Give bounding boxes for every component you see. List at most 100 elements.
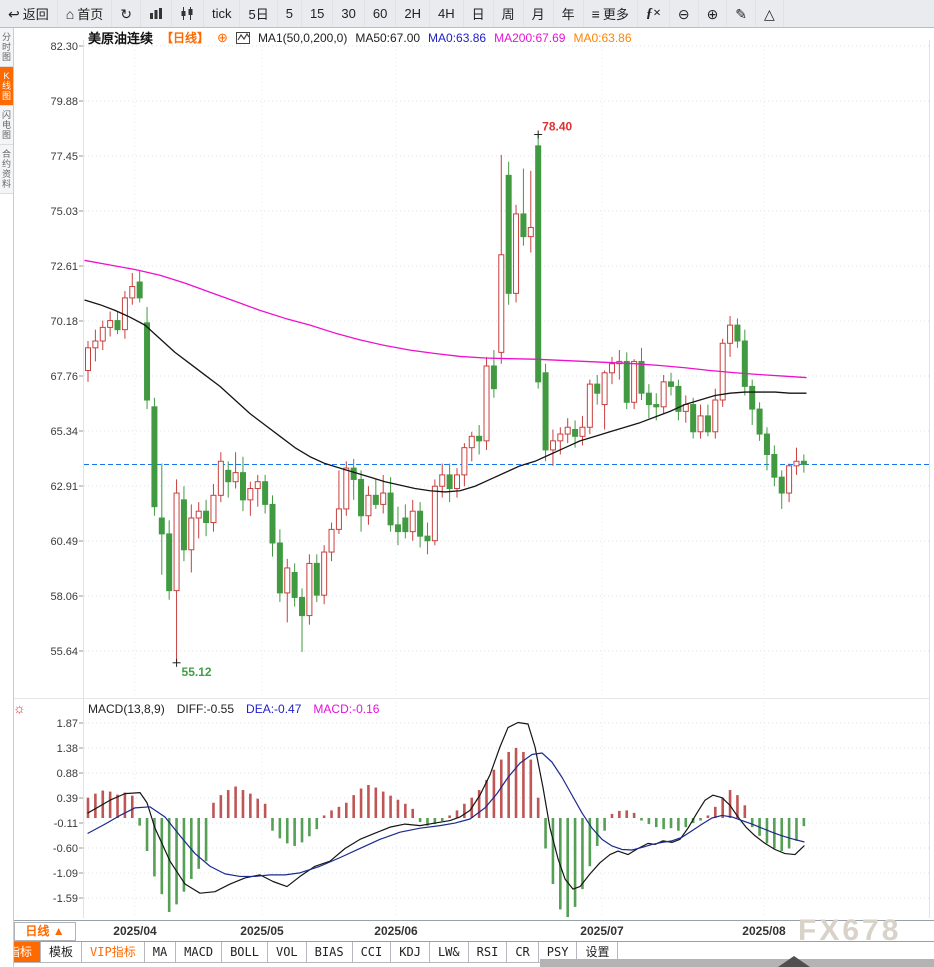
price-axis-label: 67.76 (50, 371, 78, 383)
dea-line (87, 752, 805, 878)
back-button[interactable]: ↩ 返回 (0, 0, 58, 27)
tab-lw[interactable]: LW& (430, 942, 469, 962)
x-axis-row: 日线 ▲ 2025/04 2025/05 2025/06 2025/07 2025/08 (0, 920, 934, 941)
interval-year-button[interactable]: 年 (554, 0, 584, 27)
formula-button[interactable]: ƒ× (638, 0, 670, 27)
zoom-in-icon: ⊕ (706, 5, 719, 22)
interval-tick-button[interactable]: tick (204, 0, 241, 27)
macd-axis-label: -0.60 (53, 843, 78, 855)
price-axis-label: 65.34 (50, 426, 78, 438)
high-annotation: 78.40 (542, 120, 572, 134)
tab-boll[interactable]: BOLL (222, 942, 268, 962)
price-axis-label: 79.88 (50, 96, 78, 108)
interval-day-button[interactable]: 日 (464, 0, 494, 27)
price-axis-label: 72.61 (50, 261, 78, 273)
tab-settings[interactable]: 设置 (577, 942, 619, 962)
tab-vol[interactable]: VOL (268, 942, 307, 962)
tab-vip-indicator[interactable]: VIP指标 (82, 942, 145, 962)
annotations: 78.40 55.12 (172, 120, 573, 679)
macd-axis-label: 1.38 (57, 743, 78, 755)
tab-rsi[interactable]: RSI (469, 942, 508, 962)
scroll-up-arrow-icon[interactable] (778, 956, 810, 967)
month-label: 2025/08 (742, 924, 786, 938)
tab-cr[interactable]: CR (507, 942, 539, 962)
tab-template[interactable]: 模板 (41, 942, 83, 962)
macd-axis-label: 0.39 (57, 793, 78, 805)
low-annotation: 55.12 (182, 665, 212, 679)
horizontal-scrollbar[interactable] (540, 956, 934, 967)
ma-lines (84, 259, 807, 493)
interval-tick-button-label: tick (211, 6, 232, 21)
watermark: FX678 (798, 914, 902, 947)
macd-lines (87, 721, 805, 894)
sidebar-tab-lightning-chart[interactable]: 闪电图 (0, 106, 13, 145)
macd-axis-label: 0.88 (57, 768, 78, 780)
interval-week-button[interactable]: 周 (494, 0, 524, 27)
more-button[interactable]: ≡ 更多 (584, 0, 638, 27)
menu-icon: ≡ (591, 5, 600, 22)
price-axis-label: 82.30 (50, 41, 78, 53)
price-axis-label: 58.06 (50, 591, 78, 603)
home-button-label: 首页 (77, 7, 104, 22)
interval-5-button[interactable]: 5 (278, 0, 302, 27)
interval-4h-button-label: 4H (437, 6, 455, 21)
price-axis-label: 75.03 (50, 206, 78, 218)
interval-year-button-label: 年 (561, 7, 575, 22)
indicator-tabs-row: 指标 模板 VIP指标 MA MACD BOLL VOL BIAS CCI KDJ LW& RSI CR… (0, 941, 934, 963)
dea-value: DEA:-0.47 (246, 702, 302, 716)
interval-60-button[interactable]: 60 (365, 0, 397, 27)
interval-month-button[interactable]: 月 (524, 0, 554, 27)
more-button-label: 更多 (602, 7, 629, 22)
tab-kdj[interactable]: KDJ (391, 942, 430, 962)
ma-settings-icon[interactable] (235, 31, 250, 44)
interval-5-button-label: 5 (285, 6, 293, 21)
pencil-icon: ✎ (735, 5, 748, 22)
bars-icon (149, 8, 162, 19)
home-button[interactable]: ⌂ 首页 (58, 0, 113, 27)
tab-psy[interactable]: PSY (539, 942, 578, 962)
interval-2h-button-label: 2H (404, 6, 421, 21)
ma0-orange-value: MA0:63.86 (573, 30, 632, 45)
home-icon: ⌂ (65, 5, 75, 22)
zoom-out-button[interactable]: ⊖ (670, 0, 699, 27)
refresh-button[interactable]: ↻ (112, 0, 141, 27)
interval-15-button[interactable]: 15 (302, 0, 334, 27)
panel-borders (14, 40, 930, 918)
interval-2h-button[interactable]: 2H (396, 0, 430, 27)
chart-type-sidebar: 分时图 K线图 闪电图 合约资料 (0, 28, 14, 967)
interval-30-button[interactable]: 30 (333, 0, 365, 27)
interval-5d-button[interactable]: 5日 (240, 0, 278, 27)
price-axis-label: 62.91 (50, 481, 78, 493)
macd-params-label: MACD(13,8,9) (88, 702, 165, 716)
bar-chart-button[interactable] (141, 0, 172, 27)
interval-4h-button[interactable]: 4H (430, 0, 464, 27)
diff-value: DIFF:-0.55 (176, 702, 235, 716)
macd-header-row: MACD(13,8,9) DIFF:-0.55 DEA:-0.47 MACD:-… (88, 702, 379, 716)
period-selector-button[interactable]: 日线 ▲ (14, 922, 76, 941)
tab-ma[interactable]: MA (145, 942, 177, 962)
sidebar-tab-contract-info[interactable]: 合约资料 (0, 145, 13, 194)
interval-15-button-label: 15 (309, 6, 325, 21)
price-axis-label: 77.45 (50, 151, 78, 163)
macd-histogram (86, 747, 806, 918)
zoom-in-button[interactable]: ⊕ (699, 0, 728, 27)
candle-chart-button[interactable] (172, 0, 204, 27)
tab-macd[interactable]: MACD (176, 942, 223, 962)
tab-cci[interactable]: CCI (353, 942, 392, 962)
shapes-button[interactable]: △ (756, 0, 784, 27)
sidebar-tab-time-chart[interactable]: 分时图 (0, 28, 13, 67)
sidebar-tab-kline-chart[interactable]: K线图 (0, 67, 13, 106)
top-toolbar: ↩ 返回 ⌂ 首页 ↻ tick 5日 5 15 30 60 2H 4H 日周月年 ≡ 更多 ƒ× ⊖ ⊕ ✎ △ (0, 0, 934, 28)
period-tag: 【日线】 (161, 31, 210, 45)
macd-axis-label: 1.87 (57, 718, 78, 730)
draw-button[interactable]: ✎ (727, 0, 757, 27)
price-axis-label: 70.18 (50, 316, 78, 328)
diff-line (87, 721, 805, 894)
price-axis: 82.30 79.88 77.45 75.03 72.61 70.18 67.76 65.34… (50, 41, 83, 905)
add-favorite-icon[interactable]: ⊕ (217, 29, 228, 45)
candles-icon (181, 7, 193, 20)
month-label: 2025/04 (113, 924, 157, 938)
indicator-settings-icon[interactable]: ☼ (13, 700, 26, 716)
tab-bias[interactable]: BIAS (307, 942, 353, 962)
